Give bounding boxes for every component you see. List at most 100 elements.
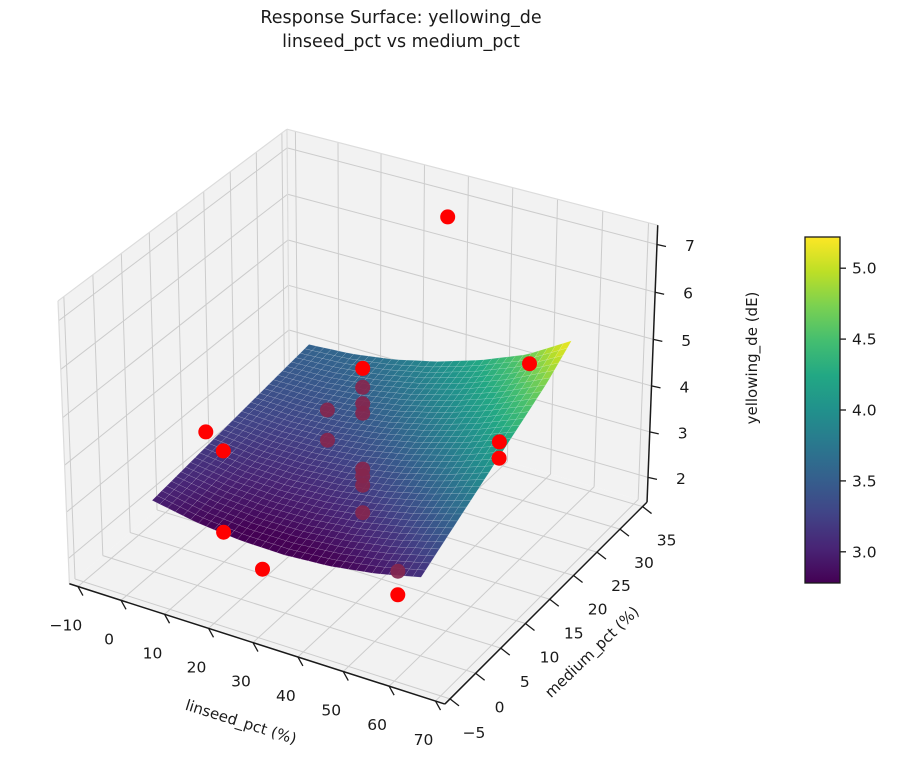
x-tick-label: 40 <box>276 687 296 705</box>
x-tick <box>77 586 84 596</box>
y-tick <box>449 698 460 707</box>
grid-line <box>148 232 158 510</box>
y-tick <box>642 506 652 515</box>
surface-quad <box>462 493 476 501</box>
scatter-point <box>522 356 537 372</box>
z-tick <box>656 243 667 248</box>
grid-line <box>281 132 286 403</box>
scatter-point <box>491 434 507 450</box>
grid-line <box>637 222 650 500</box>
grid-line <box>102 555 476 674</box>
x-tick <box>163 613 171 624</box>
scatter-point-occluded <box>320 432 335 448</box>
grid-line <box>66 329 290 513</box>
pane-edge <box>286 129 291 399</box>
surface-quad <box>511 418 525 427</box>
surface-quad <box>506 424 521 433</box>
grid-line <box>92 274 104 556</box>
grid-line <box>287 239 654 340</box>
scatter-point <box>390 587 406 603</box>
grid-line <box>58 147 288 322</box>
y-tick-label: −5 <box>463 724 486 742</box>
y-axis-spine <box>444 501 648 705</box>
y-tick <box>549 598 560 607</box>
z-axis-label: yellowing_de (dE) <box>743 291 761 425</box>
y-tick-label: 35 <box>657 532 677 550</box>
y-tick-label: 20 <box>588 601 608 619</box>
surface-quad <box>412 569 426 578</box>
x-tick <box>342 671 349 681</box>
pane-edge <box>57 128 288 302</box>
y-tick <box>596 551 607 560</box>
grid-line <box>342 473 551 672</box>
surface-quad <box>554 347 568 358</box>
x-tick <box>297 656 304 667</box>
y-tick <box>619 528 630 537</box>
y-tick-label: 15 <box>564 624 584 642</box>
grid-line <box>435 499 639 702</box>
axes-spines <box>69 225 659 705</box>
scatter-point <box>198 424 214 440</box>
chart-title-line1: Response Surface: yellowing_de <box>260 8 542 28</box>
surface-quad <box>545 362 560 373</box>
chart-title-line2: linseed_pct vs medium_pct <box>282 32 520 53</box>
scatter-point <box>491 450 507 466</box>
x-axis-spine <box>69 583 446 705</box>
scatter-point <box>255 561 270 577</box>
grid-line <box>294 131 299 401</box>
grid-line <box>176 211 184 488</box>
z-tick-label: 2 <box>676 470 686 488</box>
x-tick <box>434 700 442 711</box>
z-tick <box>647 476 658 480</box>
x-tick-label: 0 <box>104 630 114 648</box>
grid-line <box>120 253 131 533</box>
z-tick <box>651 385 661 389</box>
x-tick-label: 60 <box>367 716 387 734</box>
z-tick-label: 5 <box>681 332 691 350</box>
x-tick <box>120 599 127 610</box>
colorbar-tick-label: 4.0 <box>852 402 877 420</box>
grid-line <box>229 171 236 445</box>
colorbar-gradient <box>804 236 841 584</box>
scatter-point <box>215 443 231 459</box>
surface-quad <box>537 377 551 387</box>
scatter-point <box>440 209 456 225</box>
grid-line <box>550 199 559 475</box>
y-tick <box>475 672 486 681</box>
grid-line <box>60 193 288 370</box>
y-tick <box>573 574 583 583</box>
y-tick-label: 25 <box>611 577 631 595</box>
grid-line <box>288 284 652 387</box>
chart-title: Response Surface: yellowing_de linseed_p… <box>0 6 802 54</box>
grid-line <box>74 578 451 700</box>
grid-line <box>255 152 261 424</box>
colorbar: 3.0 3.5 4.0 4.5 5.0 <box>804 236 877 584</box>
y-tick <box>500 647 511 656</box>
surface-quad <box>480 465 494 474</box>
x-tick-label: 20 <box>187 658 207 676</box>
z-tick <box>653 338 663 342</box>
scatter-point-occluded <box>355 379 371 395</box>
colorbar-tick-label: 5.0 <box>852 260 877 278</box>
x-tick-label: 30 <box>231 673 251 691</box>
grid-line <box>64 284 289 466</box>
y-tick-label: 5 <box>520 673 530 691</box>
x-tick-label: 50 <box>321 702 341 720</box>
y-tick-label: 10 <box>540 649 560 667</box>
surface-quad <box>519 404 534 413</box>
x-tick-label: 70 <box>414 731 434 749</box>
scatter-point-occluded <box>355 405 371 421</box>
y-tick <box>525 622 535 632</box>
y-tick-label: 30 <box>634 554 654 572</box>
scatter-point-occluded <box>319 402 335 418</box>
tick-marks <box>77 243 667 711</box>
grid-line <box>593 210 604 487</box>
x-tick <box>388 685 395 696</box>
z-tick-label: 4 <box>680 378 690 396</box>
z-axis-spine <box>646 225 659 503</box>
z-tick-label: 3 <box>678 424 688 442</box>
x-tick <box>207 628 215 638</box>
colorbar-tick-label: 4.5 <box>852 331 877 349</box>
